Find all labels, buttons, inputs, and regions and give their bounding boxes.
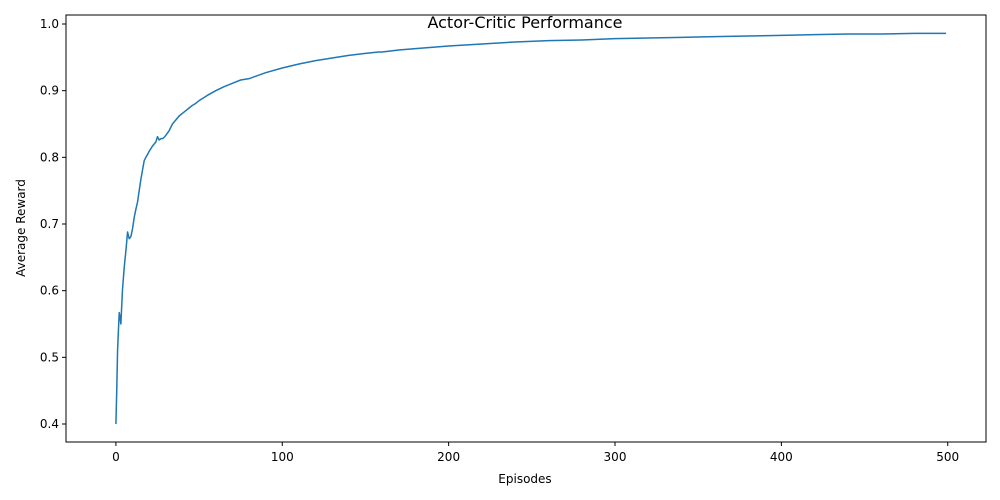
series-line-0 — [115, 32, 947, 425]
x-tick-label: 200 — [437, 450, 460, 464]
y-tick-label: 0.4 — [40, 417, 59, 431]
chart-title: Actor-Critic Performance — [427, 13, 622, 32]
x-tick-label: 0 — [112, 450, 120, 464]
y-axis: 0.4 0.5 0.6 0.7 0.8 0.9 1.0 — [40, 17, 66, 431]
x-axis: 0 100 200 300 400 500 — [112, 442, 959, 464]
plot-area — [115, 32, 947, 425]
y-tick-label: 0.8 — [40, 150, 59, 164]
x-tick-label: 400 — [770, 450, 793, 464]
x-tick-label: 100 — [271, 450, 294, 464]
axes-frame — [65, 14, 987, 443]
y-axis-label: Average Reward — [14, 179, 28, 277]
x-tick-label: 500 — [936, 450, 959, 464]
y-tick-label: 1.0 — [40, 17, 59, 31]
y-tick-label: 0.5 — [40, 350, 59, 364]
y-tick-label: 0.9 — [40, 84, 59, 98]
y-tick-label: 0.7 — [40, 217, 59, 231]
y-tick-label: 0.6 — [40, 284, 59, 298]
x-tick-label: 300 — [604, 450, 627, 464]
x-axis-label: Episodes — [498, 472, 551, 486]
